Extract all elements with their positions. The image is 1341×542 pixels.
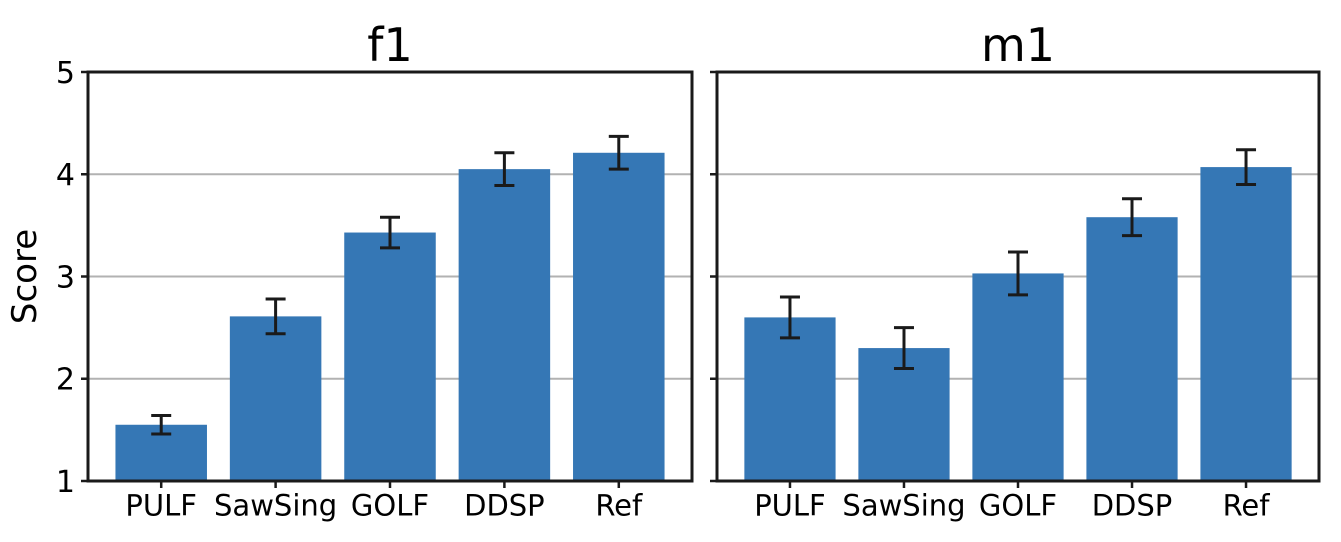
x-tick-label: GOLF <box>979 489 1057 523</box>
error-bar-f1-Ref <box>608 134 629 171</box>
x-tick-label: Ref <box>1223 489 1271 523</box>
subplot-title: m1 <box>981 18 1055 72</box>
x-tick-label: PULF <box>754 489 826 523</box>
x-tick-label: SawSing <box>214 489 337 523</box>
error-bar-f1-SawSing <box>265 297 286 336</box>
error-bar-m1-SawSing <box>893 326 914 371</box>
error-bar-f1-PULF <box>151 414 172 436</box>
y-tick-label: 4 <box>56 158 75 193</box>
subplot-m1: PULF SawSing GOLF DDSP Ref m1 <box>710 18 1321 523</box>
bar-m1-Ref <box>1200 167 1292 481</box>
bar-m1-SawSing <box>858 348 950 481</box>
y-tick-label: 2 <box>56 363 75 398</box>
bar-m1-DDSP <box>1086 217 1178 481</box>
x-tick-label: PULF <box>125 489 197 523</box>
bar-m1-PULF <box>744 317 836 481</box>
bar-f1-Ref <box>573 152 665 481</box>
bar-f1-GOLF <box>344 232 436 481</box>
x-tick-label: DDSP <box>1092 489 1173 523</box>
error-bar-f1-DDSP <box>494 151 515 187</box>
bar-m1-GOLF <box>972 273 1064 481</box>
x-tick-label: SawSing <box>842 489 965 523</box>
bar-f1-SawSing <box>229 316 322 481</box>
y-axis-label: Score <box>5 229 45 324</box>
bar-f1-DDSP <box>458 169 551 481</box>
subplot-f1: 1 2 3 4 5 PULF SawSing GOLF DDSP Ref f1 Score <box>5 18 694 523</box>
error-bar-f1-GOLF <box>380 215 400 250</box>
y-tick-label: 3 <box>56 260 75 295</box>
error-bar-m1-GOLF <box>1008 250 1028 297</box>
x-tick-label: Ref <box>595 489 643 523</box>
error-bar-m1-DDSP <box>1122 197 1143 238</box>
error-bar-m1-Ref <box>1236 148 1257 186</box>
x-tick-label: DDSP <box>464 489 545 523</box>
y-tick-label: 1 <box>56 465 75 500</box>
x-tick-label: GOLF <box>351 489 429 523</box>
error-bar-m1-PULF <box>779 295 800 340</box>
y-tick-label: 5 <box>56 56 75 91</box>
subplot-title: f1 <box>367 18 412 72</box>
